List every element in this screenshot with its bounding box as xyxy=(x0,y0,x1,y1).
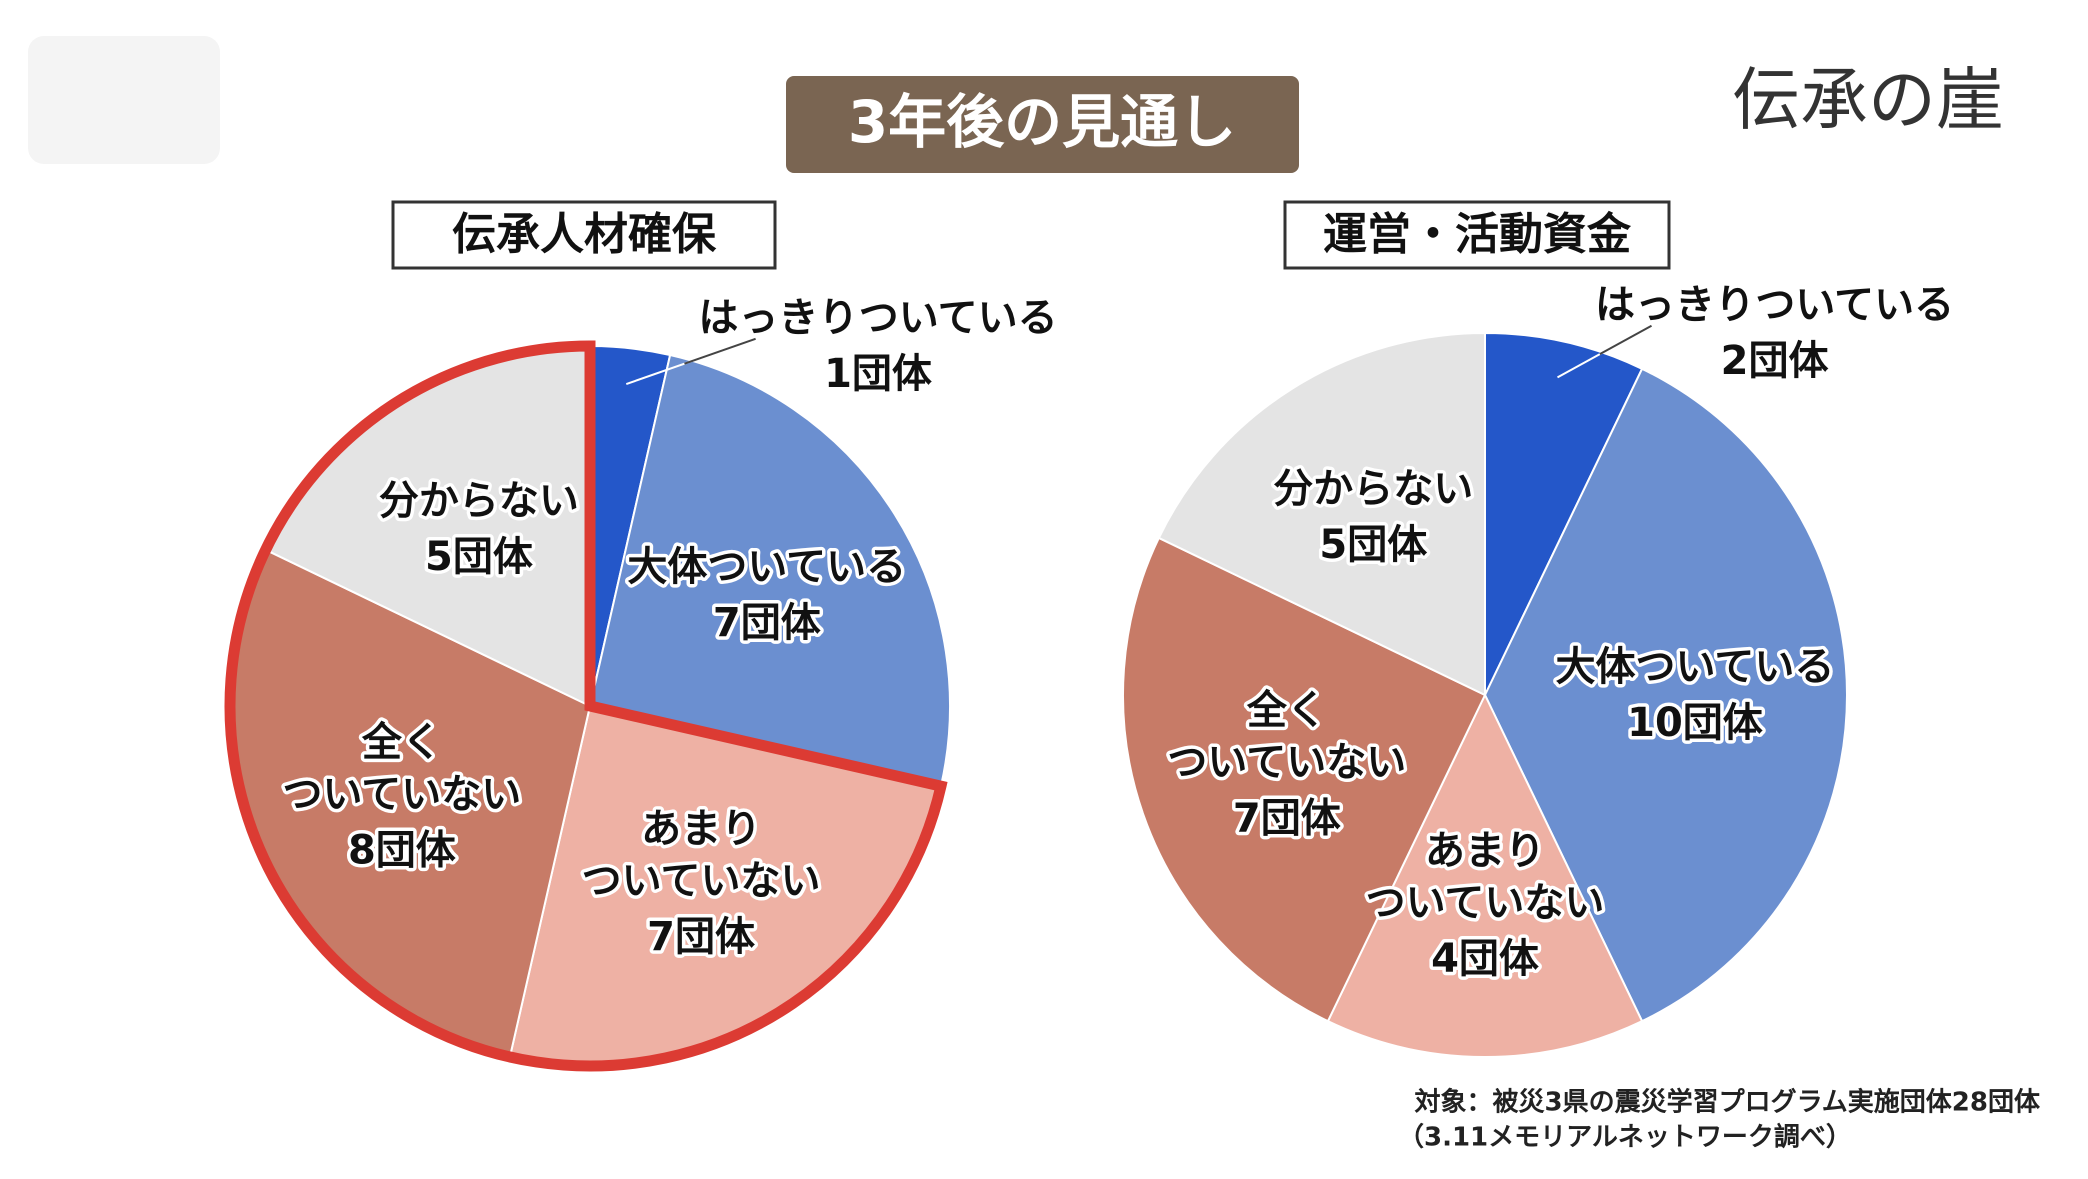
pie-slice xyxy=(1483,367,1849,1023)
slice-value-label: 5団体 xyxy=(1319,522,1427,568)
slice-label: 分からない xyxy=(1273,466,1473,512)
slice-value-label: 10団体 xyxy=(1627,700,1763,746)
slice-value-label: 1団体 xyxy=(824,351,932,397)
slice-label: はっきりついている xyxy=(698,295,1057,341)
pie-slice xyxy=(588,353,951,788)
logo: 伝承の崖 xyxy=(1732,62,2004,141)
pie-slice xyxy=(1326,692,1644,1058)
slice-label: はっきりついている xyxy=(1595,282,1954,328)
chart-title: 伝承人材確保 xyxy=(452,209,717,260)
chart-title-box xyxy=(1283,200,1671,270)
leader-line xyxy=(1599,324,1653,356)
pie-slice xyxy=(1484,331,1644,696)
slice-value-label: 4団体 xyxy=(1431,936,1539,982)
watermark xyxy=(28,36,220,164)
slice-value-label: 8団体 xyxy=(348,828,456,874)
pie-slice xyxy=(1122,536,1487,1023)
slice-label: 全くついていない xyxy=(282,720,521,818)
slice-value-label: 7団体 xyxy=(1233,795,1341,841)
slice-label: 全くついていない xyxy=(1167,687,1406,785)
slice-label: あまりついていない xyxy=(1366,828,1605,926)
pie-slice xyxy=(1157,331,1486,697)
slice-value-label: 7団体 xyxy=(713,600,821,646)
leader-line xyxy=(684,337,756,365)
slice-label: 大体ついている xyxy=(1556,644,1835,690)
footnote: 対象：被災3県の震災学習プログラム実施団体28団体 xyxy=(1415,1087,2041,1118)
footnote: （3.11メモリアルネットワーク調べ） xyxy=(1398,1122,1852,1153)
title-box xyxy=(786,76,1299,173)
slice-value-label: 2団体 xyxy=(1721,338,1829,384)
page-title: 3年後の見通し xyxy=(848,88,1236,156)
chart-title: 運営・活動資金 xyxy=(1323,209,1632,260)
highlight-outline xyxy=(224,340,948,1072)
slice-label: あまりついていない xyxy=(582,806,821,904)
slice-label: 大体ついている xyxy=(627,544,906,590)
slice-value-label: 7団体 xyxy=(647,914,755,960)
slice-label: 分からない xyxy=(379,478,579,524)
chart-title-box xyxy=(391,200,777,270)
slice-value-label: 5団体 xyxy=(425,534,533,580)
